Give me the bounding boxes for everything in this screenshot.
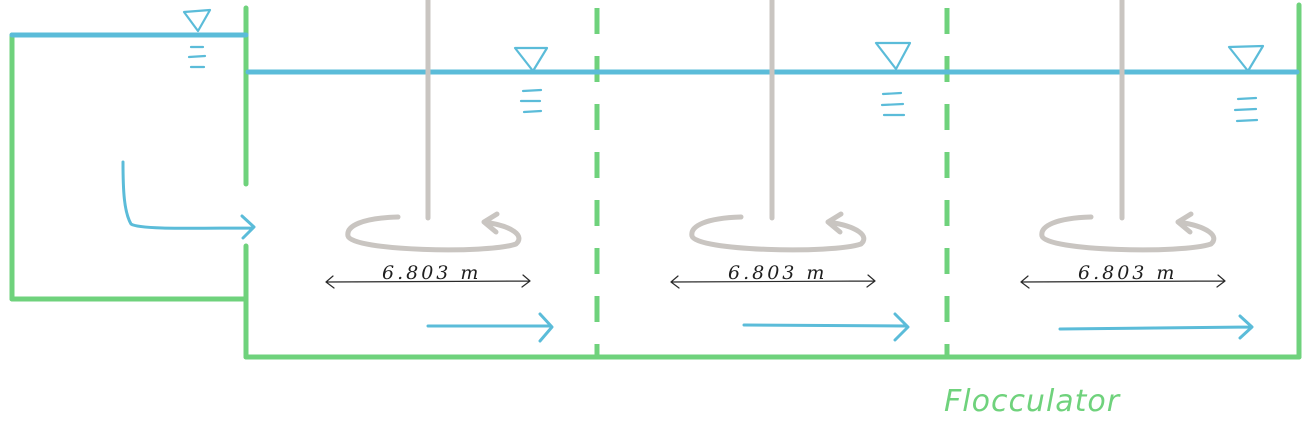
flocculator-basin	[243, 2, 1302, 360]
flow-arrow-icon	[121, 160, 256, 240]
dimension-line	[1020, 274, 1226, 289]
water-level-triangle-icon	[1227, 44, 1265, 123]
impeller-dimension-3: 6.803 m	[1020, 262, 1226, 289]
inlet-tank	[9, 5, 249, 360]
flocculator-caption: Flocculator	[944, 384, 1121, 419]
water-level-triangle-icon	[874, 41, 912, 117]
water-level-triangle-icon	[182, 8, 212, 69]
rotation-arrow-icon	[1039, 211, 1217, 253]
impeller-dimension-1: 6.803 m	[325, 262, 531, 289]
water-level-symbols	[182, 8, 1265, 123]
rotation-arrow-icon	[345, 211, 522, 253]
dimension-line	[670, 274, 876, 289]
flow-arrows	[121, 160, 1254, 343]
dimension-label: 6.803 m	[382, 262, 481, 284]
flow-arrow-icon	[1058, 314, 1254, 340]
water-level-triangle-icon	[513, 46, 549, 114]
impeller-1	[345, 0, 522, 253]
flow-arrow-icon	[426, 312, 554, 343]
dimension-label: 6.803 m	[1078, 262, 1177, 284]
impeller-3	[1039, 0, 1217, 253]
impeller-2	[689, 0, 867, 253]
dimension-label: 6.803 m	[728, 262, 827, 284]
impeller-dimension-2: 6.803 m	[670, 262, 876, 289]
rotation-arrow-icon	[689, 211, 867, 253]
flow-arrow-icon	[742, 312, 910, 342]
dimension-line	[325, 274, 531, 289]
